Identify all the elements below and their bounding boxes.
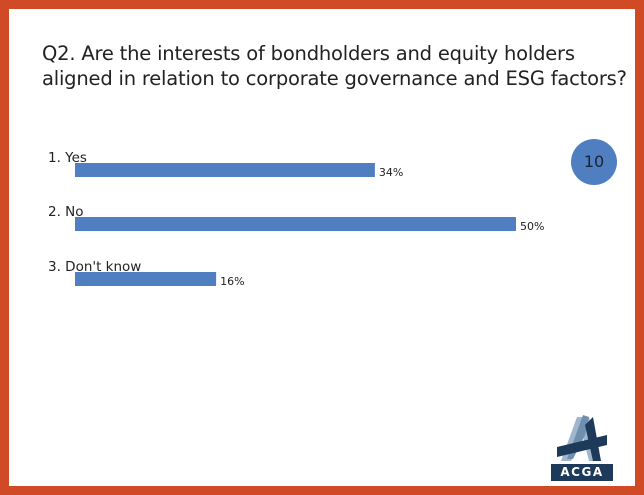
data-label: 34% xyxy=(379,166,403,179)
bar xyxy=(75,272,217,286)
acga-logo-text: ACGA xyxy=(551,464,613,481)
data-label: 50% xyxy=(520,220,544,233)
question-title: Q2. Are the interests of bondholders and… xyxy=(42,42,627,90)
respondent-count-badge: 10 xyxy=(571,139,617,185)
category-label: 2. No xyxy=(48,204,84,220)
bar xyxy=(75,217,516,231)
category-label: 1. Yes xyxy=(48,150,87,166)
acga-logo-icon xyxy=(557,415,607,461)
bar xyxy=(75,163,375,177)
category-label: 3. Don't know xyxy=(48,259,141,275)
data-label: 16% xyxy=(220,275,244,288)
